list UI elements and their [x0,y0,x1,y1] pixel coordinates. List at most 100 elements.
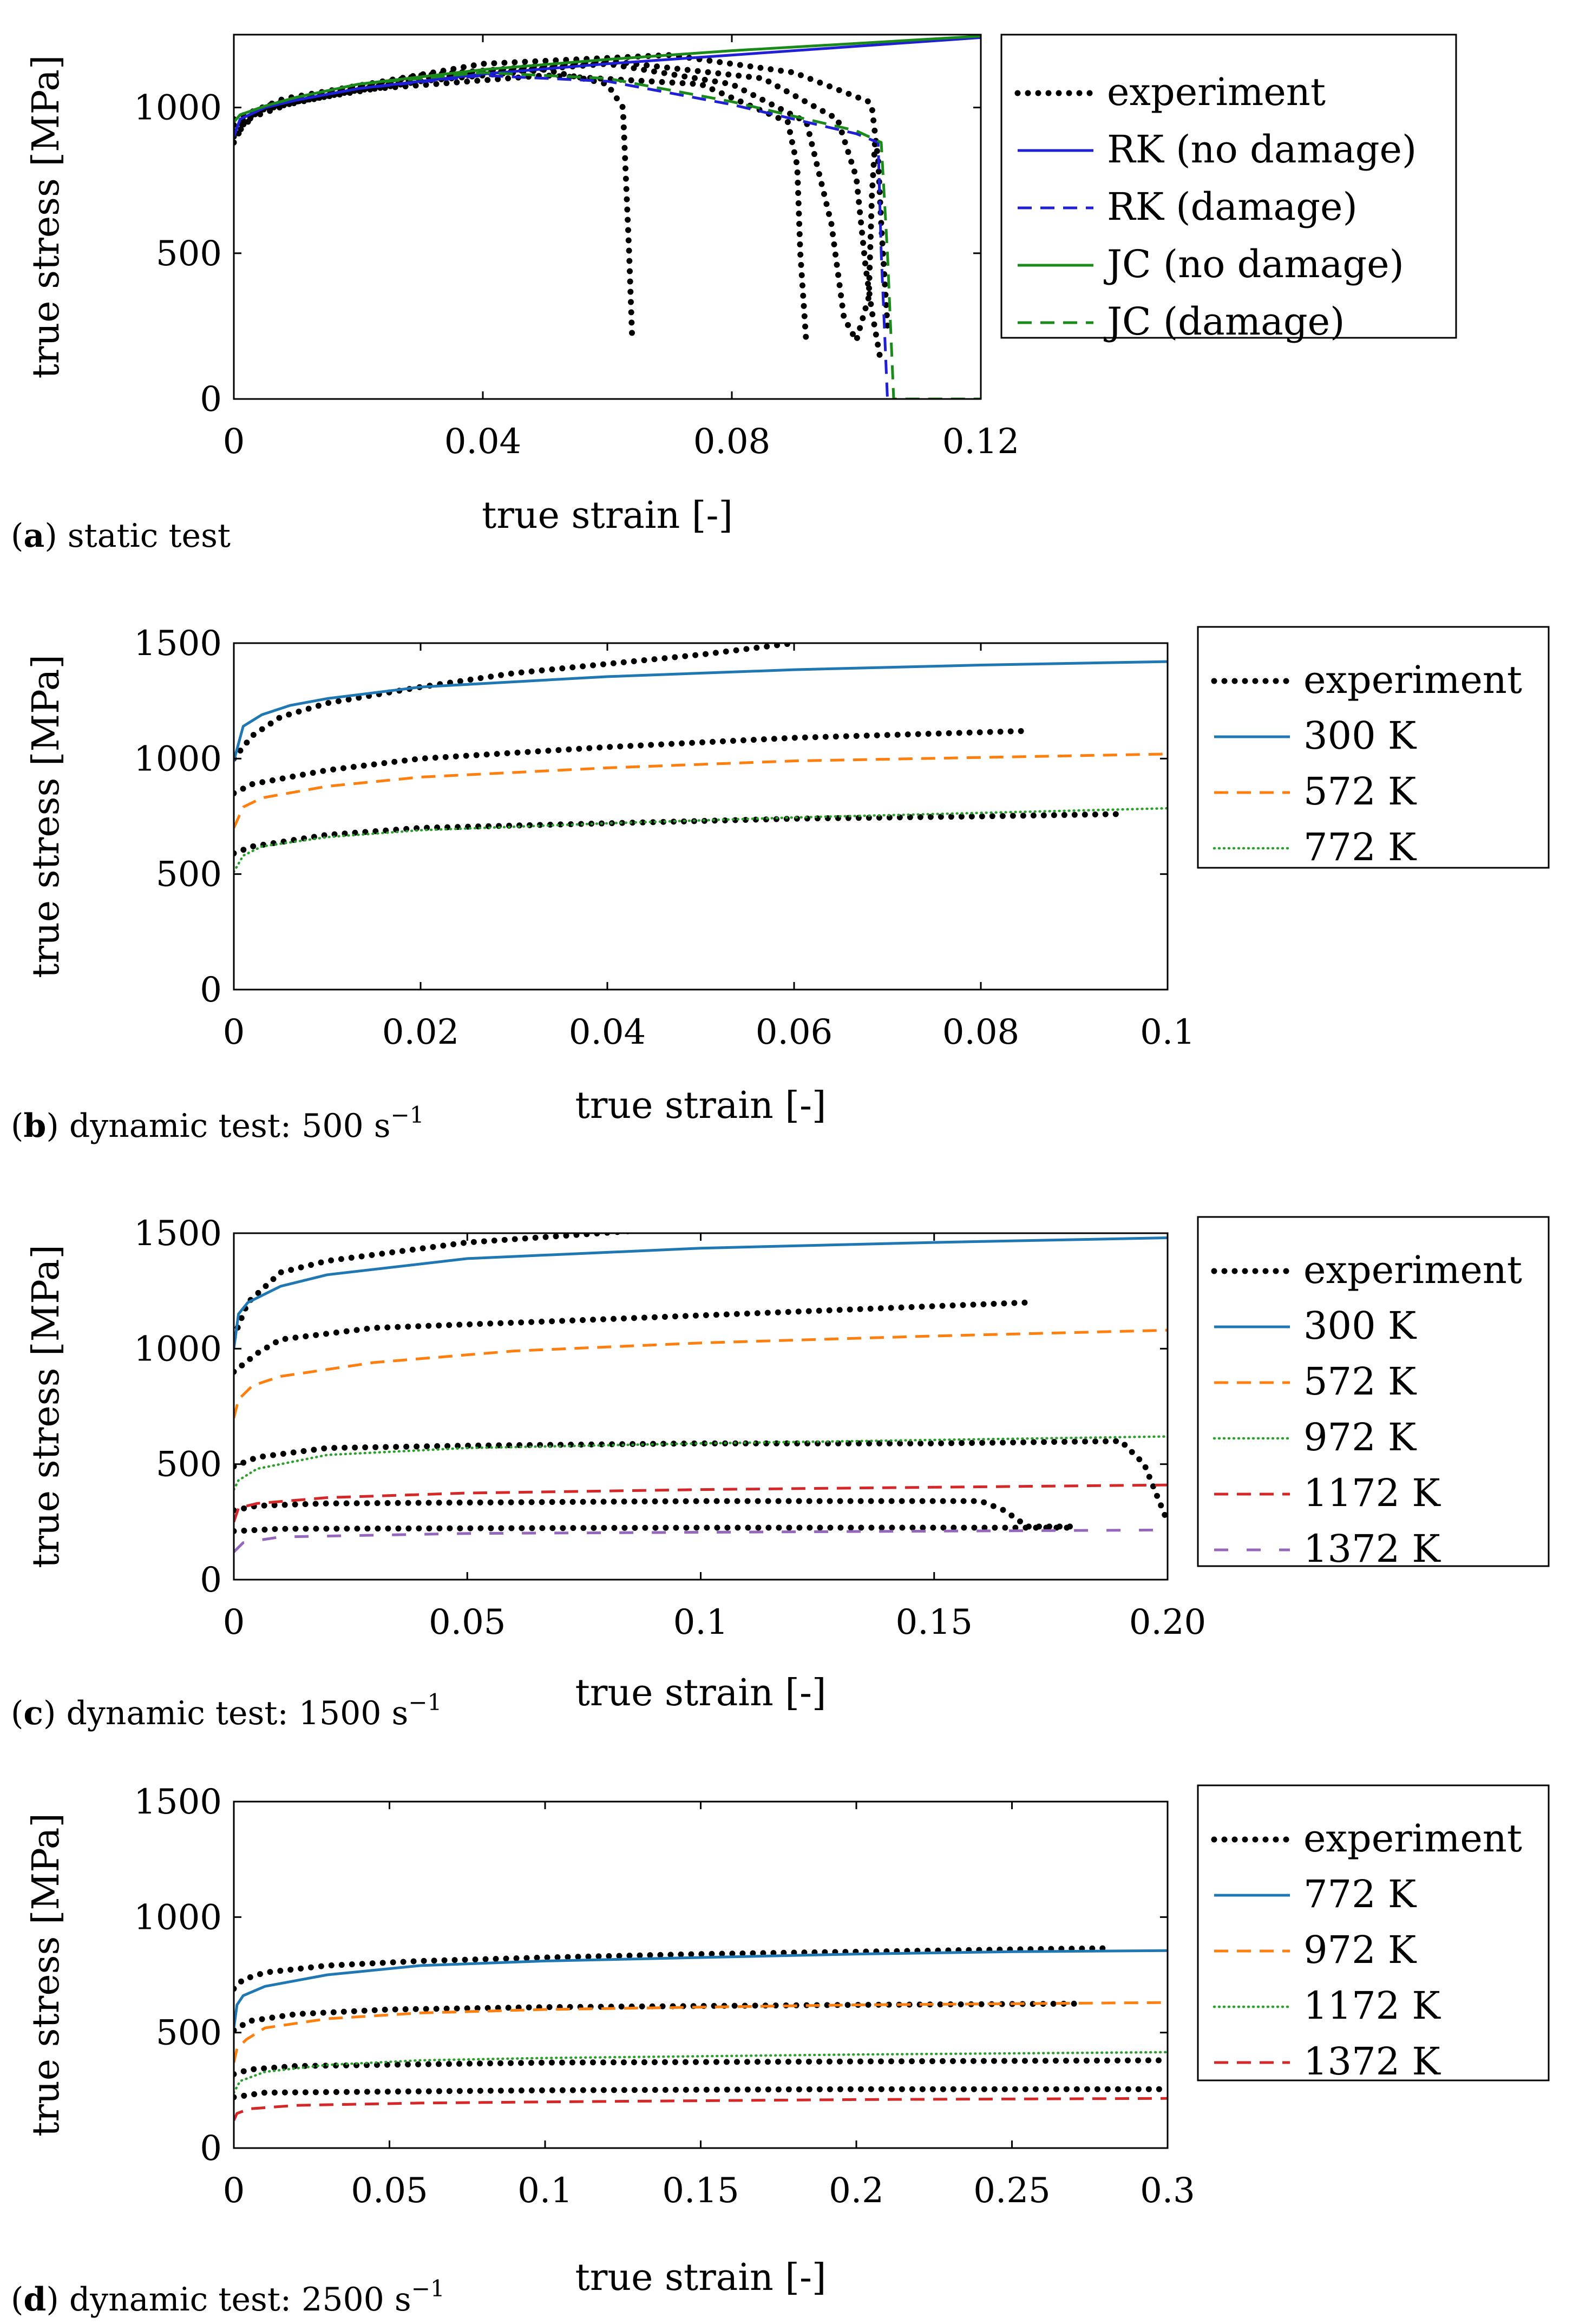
legend-label: 972 K [1303,1928,1417,1972]
x-tick-label: 0.08 [942,1012,1020,1052]
y-tick-label: 500 [156,234,222,274]
y-tick-label: 1000 [134,88,222,128]
series-line-972-k-7 [234,1435,1168,1491]
caption-open-paren: ( [11,517,23,555]
panel-caption: (a) static test [11,517,231,555]
legend-box [1197,1216,1550,1567]
series-line-772-k-4 [234,1949,1168,2028]
caption-close-paren: ) [43,1694,66,1732]
series-group [234,35,981,399]
caption-close-paren: ) [46,2281,69,2319]
caption-open-paren: ( [11,1107,23,1145]
legend-label: 772 K [1303,1872,1417,1916]
legend-label: 972 K [1303,1415,1417,1459]
x-tick-label: 0.3 [1140,2171,1195,2211]
y-tick-label: 1500 [134,1214,222,1254]
y-tick-label: 500 [156,1445,222,1485]
panel-d: 0 0.05 0.1 0.15 0.2 0.25 0.3 0 500 1000 1500 true s… [11,1782,1550,2319]
legend: experiment RK (no damage) RK (damage) JC (n… [1000,34,1457,344]
series-line-572-k-4 [234,752,1168,829]
legend-label: 300 K [1303,713,1417,758]
legend-label: 572 K [1303,769,1417,814]
series-line-experiment-0 [234,67,635,344]
y-tick-label: 0 [200,1560,222,1600]
x-axis-label: true strain [-] [575,2256,827,2299]
caption-text: dynamic test: 500 s [69,1107,391,1145]
x-tick-label: 0.12 [942,422,1020,462]
x-tick-label: 0.1 [1140,1012,1195,1052]
y-axis-label: true stress [MPa] [25,55,68,379]
panel-caption: (c) dynamic test: 1500 s−1 [11,1689,442,1732]
legend-label: JC (damage) [1104,299,1345,344]
series-line-experiment-1 [234,728,1031,796]
legend-label: 1372 K [1303,1527,1441,1571]
x-tick-label: 0.20 [1129,1602,1207,1642]
y-tick-label: 1000 [134,1897,222,1937]
series-line-experiment-3 [234,2086,1168,2100]
legend-label: 1172 K [1303,1983,1441,2028]
legend-label: 772 K [1303,825,1417,869]
y-axis-label: true stress [MPa] [25,1245,68,1568]
caption-text: dynamic test: 1500 s [66,1694,408,1732]
series-line-experiment-1 [234,1299,1031,1375]
series-line-1372-k-7 [234,2097,1168,2121]
x-tick-label: 0.05 [429,1602,506,1642]
series-line-experiment-2 [234,61,878,344]
series-line-1172-k-8 [234,1483,1168,1523]
series-line-1172-k-6 [234,2051,1168,2094]
x-tick-label: 0 [223,1602,245,1642]
panel-c: 0 0.05 0.1 0.15 0.20 0 500 1000 1500 true strain … [11,1214,1550,1732]
x-tick-label: 0.05 [351,2171,428,2211]
x-tick-label: 0.25 [973,2171,1051,2211]
y-tick-label: 1500 [134,624,222,664]
y-tick-label: 0 [200,379,222,420]
series-group [234,643,1168,873]
y-tick-label: 1000 [134,1329,222,1369]
x-tick-label: 0.04 [569,1012,646,1052]
x-tick-label: 0.08 [693,422,771,462]
caption-text: static test [68,517,231,555]
series-line-experiment-2 [234,1438,1168,1525]
caption-text: dynamic test: 2500 s [69,2281,411,2319]
legend-label: experiment [1303,658,1522,702]
panel-b: 0 0.02 0.04 0.06 0.08 0.1 0 500 1000 1500 true str… [11,624,1550,1145]
legend: experiment 300 K 572 K 972 K 1172 K 1372 K [1197,1216,1550,1571]
series-group [234,1945,1168,2121]
legend-label: experiment [1303,1816,1522,1861]
series-line-1372-k-9 [234,1528,1168,1553]
x-axis-label: true strain [-] [575,1084,827,1127]
series-line-300-k-5 [234,1236,1168,1349]
series-line-experiment-3 [234,1498,1077,1530]
caption-letter: b [23,1107,46,1145]
y-tick-label: 500 [156,855,222,895]
y-tick-label: 1000 [134,739,222,779]
x-tick-label: 0.1 [517,2171,573,2211]
series-line-experiment-0 [234,1945,1109,1992]
panel-caption: (d) dynamic test: 2500 s−1 [11,2275,445,2319]
x-tick-label: 0.04 [444,422,522,462]
caption-superscript: −1 [391,1102,424,1128]
series-line-experiment-3 [234,58,884,367]
caption-open-paren: ( [11,1694,23,1732]
caption-superscript: −1 [411,2275,445,2302]
legend-label: experiment [1107,70,1326,114]
x-tick-label: 0.1 [673,1602,729,1642]
caption-close-paren: ) [46,1107,69,1145]
legend-label: RK (no damage) [1107,127,1417,172]
x-tick-label: 0 [223,1012,245,1052]
y-axis-label: true stress [MPa] [25,1813,68,2137]
caption-close-paren: ) [44,517,67,555]
series-line-experiment-2 [234,2057,1168,2077]
caption-letter: c [23,1694,43,1732]
x-tick-label: 0 [223,2171,245,2211]
y-tick-label: 0 [200,2129,222,2169]
x-tick-label: 0.15 [896,1602,973,1642]
x-tick-label: 0.06 [756,1012,833,1052]
y-tick-label: 0 [200,970,222,1010]
axes-frame [233,34,982,400]
series-line-experiment-1 [234,72,810,350]
series-line-experiment-2 [234,811,1124,856]
legend-label: RK (damage) [1107,185,1358,229]
legend-label: experiment [1303,1248,1522,1292]
